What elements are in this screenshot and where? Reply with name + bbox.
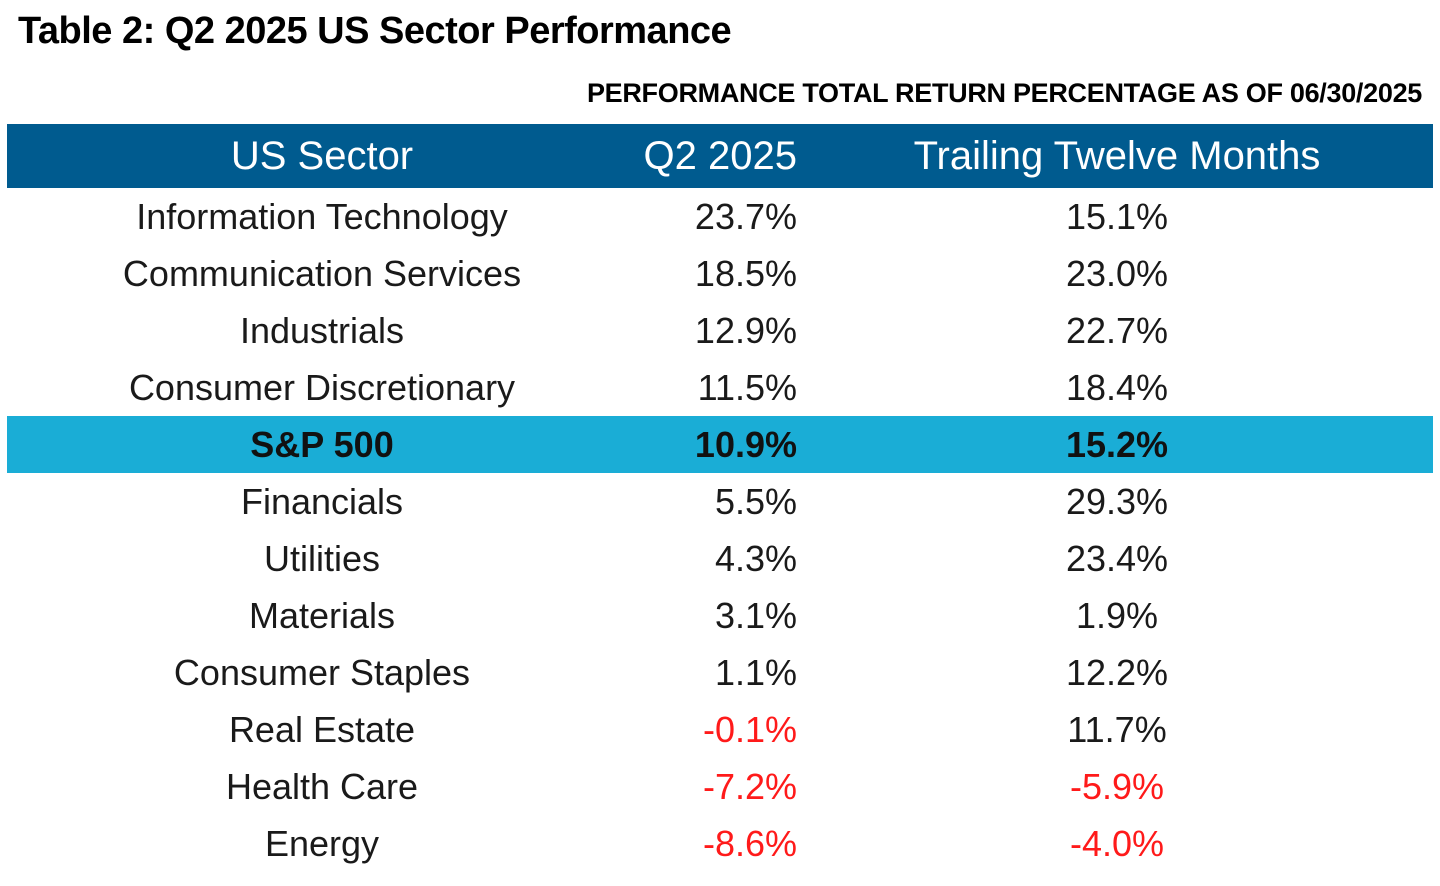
sector-performance-table: US Sector Q2 2025 Trailing Twelve Months… bbox=[7, 124, 1433, 872]
header-trailing-twelve-months: Trailing Twelve Months bbox=[913, 133, 1321, 178]
ttm-return: 1.9% bbox=[1075, 594, 1159, 636]
sector-name: Materials bbox=[248, 594, 396, 636]
table-row: Information Technology 23.7% 15.1% bbox=[7, 188, 1433, 245]
q2-return: 11.5% bbox=[697, 366, 797, 408]
sector-name: Consumer Staples bbox=[173, 651, 471, 693]
q2-return: 23.7% bbox=[694, 195, 797, 237]
q2-return: 1.1% bbox=[714, 651, 797, 693]
table-header-row: US Sector Q2 2025 Trailing Twelve Months bbox=[7, 124, 1433, 188]
sector-name: Communication Services bbox=[122, 252, 522, 294]
q2-return: 5.5% bbox=[714, 480, 797, 522]
q2-return: -0.1% bbox=[702, 708, 797, 750]
ttm-return: 23.4% bbox=[1065, 537, 1169, 579]
page-title: Table 2: Q2 2025 US Sector Performance bbox=[18, 10, 732, 52]
ttm-return: 23.0% bbox=[1065, 252, 1169, 294]
q2-return: 3.1% bbox=[714, 594, 797, 636]
table-row: Utilities 4.3% 23.4% bbox=[7, 530, 1433, 587]
ttm-return: -5.9% bbox=[1069, 765, 1165, 807]
table-row: Materials 3.1% 1.9% bbox=[7, 587, 1433, 644]
sector-name: Real Estate bbox=[228, 708, 416, 750]
table-row: Communication Services 18.5% 23.0% bbox=[7, 245, 1433, 302]
q2-return: -8.6% bbox=[702, 822, 797, 864]
sector-name: Industrials bbox=[239, 309, 405, 351]
q2-return: -7.2% bbox=[702, 765, 797, 807]
q2-return: 12.9% bbox=[694, 309, 797, 351]
sector-name: Health Care bbox=[225, 765, 419, 807]
table-row-sp500-highlight: S&P 500 10.9% 15.2% bbox=[7, 416, 1433, 473]
q2-return: 4.3% bbox=[714, 537, 797, 579]
ttm-return: 22.7% bbox=[1065, 309, 1169, 351]
sector-name: Financials bbox=[240, 480, 404, 522]
ttm-return: 15.2% bbox=[1065, 423, 1169, 465]
sector-name: Energy bbox=[264, 822, 380, 864]
q2-return: 10.9% bbox=[694, 423, 797, 465]
sector-name: Consumer Discretionary bbox=[128, 366, 516, 408]
sector-name: S&P 500 bbox=[250, 423, 394, 465]
table-row: Health Care -7.2% -5.9% bbox=[7, 758, 1433, 815]
header-q2-2025: Q2 2025 bbox=[643, 133, 797, 178]
ttm-return: 15.1% bbox=[1065, 195, 1169, 237]
sector-name: Utilities bbox=[263, 537, 380, 579]
table-row: Consumer Discretionary 11.5% 18.4% bbox=[7, 359, 1433, 416]
table-row: Real Estate -0.1% 11.7% bbox=[7, 701, 1433, 758]
table-row: Consumer Staples 1.1% 12.2% bbox=[7, 644, 1433, 701]
table-row: Energy -8.6% -4.0% bbox=[7, 815, 1433, 872]
ttm-return: 11.7% bbox=[1067, 708, 1167, 750]
ttm-return: 18.4% bbox=[1065, 366, 1169, 408]
header-us-sector: US Sector bbox=[230, 133, 414, 178]
ttm-return: 29.3% bbox=[1065, 480, 1169, 522]
ttm-return: 12.2% bbox=[1065, 651, 1169, 693]
q2-return: 18.5% bbox=[694, 252, 797, 294]
table-subtitle: PERFORMANCE TOTAL RETURN PERCENTAGE AS O… bbox=[586, 78, 1422, 108]
ttm-return: -4.0% bbox=[1069, 822, 1165, 864]
sector-name: Information Technology bbox=[136, 195, 508, 237]
table-row: Financials 5.5% 29.3% bbox=[7, 473, 1433, 530]
table-row: Industrials 12.9% 22.7% bbox=[7, 302, 1433, 359]
